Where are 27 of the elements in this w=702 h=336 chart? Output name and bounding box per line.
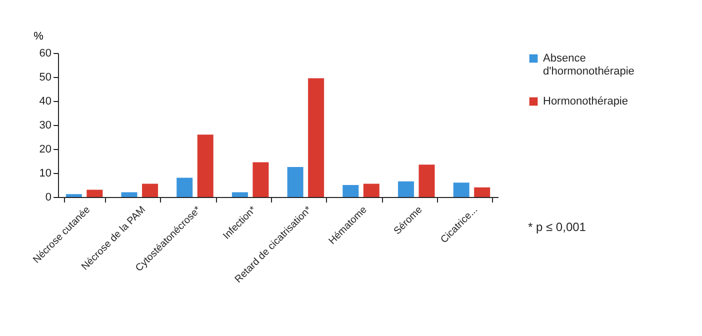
legend-label: Hormonothérapie xyxy=(543,96,628,108)
bar xyxy=(398,181,414,197)
bar xyxy=(342,185,359,197)
text: * p ≤ 0,001 xyxy=(528,220,586,234)
bar xyxy=(66,194,82,197)
bar xyxy=(232,192,248,197)
y-tick-label: 40 xyxy=(39,96,52,108)
y-tick-label: 0 xyxy=(45,192,52,204)
bar xyxy=(474,187,490,197)
bar xyxy=(453,182,470,197)
bar xyxy=(252,162,269,197)
legend-label: Absence d'hormonothérapie xyxy=(543,52,634,78)
bar xyxy=(86,190,103,197)
y-tick-label: 50 xyxy=(39,72,52,84)
y-tick-label: 60 xyxy=(39,48,52,60)
bar xyxy=(287,167,304,197)
bar xyxy=(176,178,193,197)
y-axis-title: % xyxy=(34,30,44,42)
bar xyxy=(308,78,324,197)
bar xyxy=(121,192,138,197)
bar xyxy=(418,164,435,197)
y-tick-label: 30 xyxy=(39,120,52,132)
bar xyxy=(363,184,380,197)
bar xyxy=(197,134,214,197)
y-tick-label: 20 xyxy=(39,144,52,156)
y-tick-label: 10 xyxy=(39,168,52,180)
bar xyxy=(142,184,158,197)
